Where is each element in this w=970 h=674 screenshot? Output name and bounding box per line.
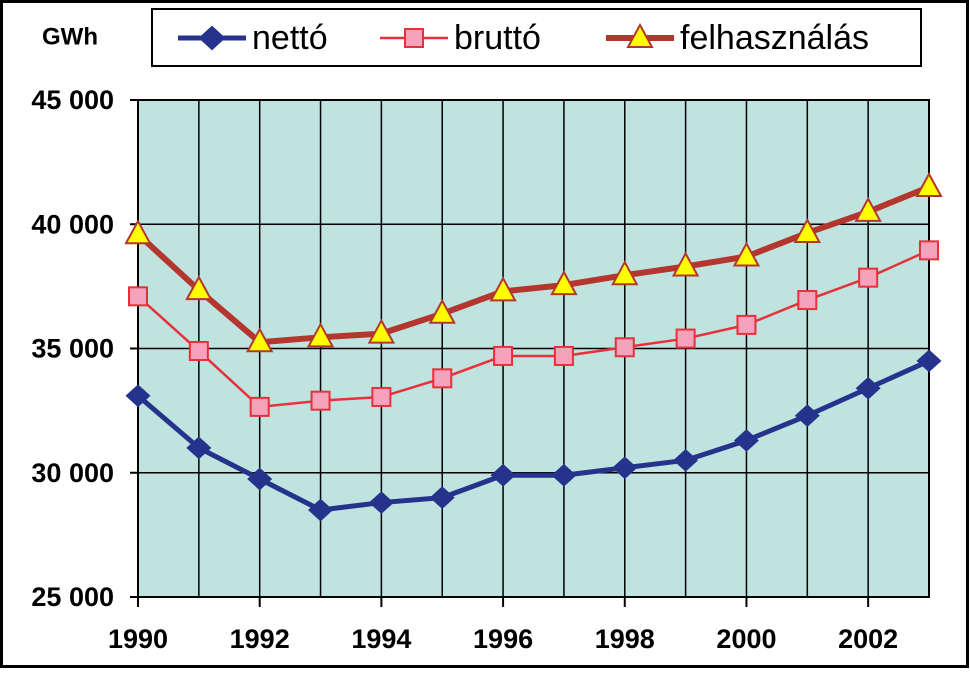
data-point [125,384,151,408]
data-point [916,349,942,373]
data-point [854,196,882,222]
data-point [308,498,334,522]
data-point [551,463,577,487]
data-point [794,404,820,427]
data-point [249,396,270,417]
y-axis-label: GWh [42,23,98,50]
data-point [732,241,761,267]
x-tick-label: 1994 [351,624,411,654]
data-point [306,322,335,348]
legend-label: nettó [252,19,328,57]
y-tick-label: 25 000 [31,582,114,612]
data-point [736,314,757,335]
data-point [858,267,879,288]
x-tick-label: 1990 [108,624,168,654]
series-line [137,249,930,409]
data-point [490,463,516,487]
data-point [428,298,456,324]
data-point [128,286,148,307]
data-point [611,260,639,286]
data-point [733,429,759,452]
y-tick-label: 45 000 [31,85,114,115]
data-point [919,240,939,261]
data-point [612,456,638,480]
data-point [489,276,517,302]
data-point [432,368,453,389]
data-point [553,345,574,366]
legend-label: bruttó [454,19,541,57]
data-point [186,436,212,460]
data-point [550,270,578,296]
data-point [493,345,514,366]
data-point [247,467,273,491]
plot-border [137,99,930,598]
data-point [429,486,455,509]
legend-marker [404,28,424,48]
x-tick-label: 1998 [595,624,655,654]
data-point [310,390,331,411]
x-tick-label: 2002 [838,624,898,654]
data-point [367,318,396,344]
data-point [915,171,943,197]
data-point [368,491,394,514]
x-tick-label: 1996 [473,624,533,654]
legend [151,8,922,67]
data-point [793,217,821,243]
data-point [614,337,635,358]
data-point [671,251,700,277]
data-point [124,219,152,245]
data-point [855,376,881,400]
y-tick-label: 30 000 [31,458,114,488]
data-point [188,340,209,361]
data-point [185,275,213,301]
y-tick-label: 40 000 [31,209,114,239]
data-point [675,328,696,349]
data-point [797,290,818,311]
data-point [371,386,392,407]
legend-marker [626,22,654,48]
x-tick-label: 1992 [230,624,290,654]
data-point [673,448,699,472]
legend-marker [198,25,226,51]
x-tick-label: 2000 [716,624,776,654]
legend-label: felhasználás [680,19,869,57]
y-tick-label: 35 000 [31,334,114,364]
data-point [246,327,274,353]
series-line [136,358,931,513]
